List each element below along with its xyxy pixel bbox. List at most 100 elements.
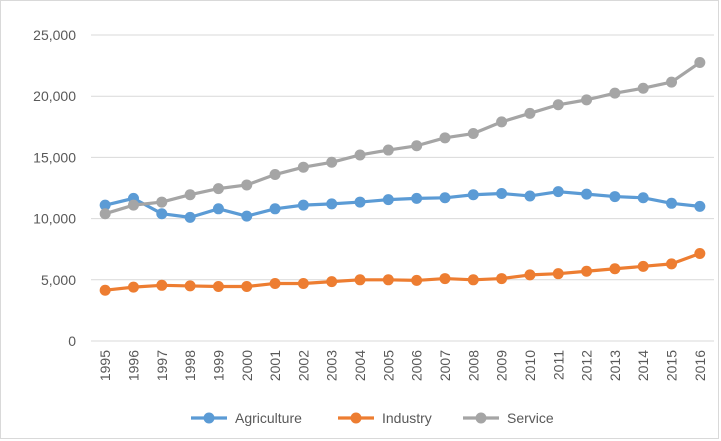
data-point-service-2001 (269, 169, 281, 181)
y-axis-ticks: 0 5,000 10,000 15,000 20,000 25,000 (33, 27, 76, 349)
data-point-agriculture-2002 (297, 199, 309, 211)
legend-item-agriculture: Agriculture (191, 410, 302, 426)
data-point-service-1998 (184, 189, 196, 201)
y-tick-label: 15,000 (33, 149, 76, 165)
series-line-agriculture (103, 190, 702, 219)
data-point-industry-2008 (467, 274, 479, 286)
x-tick-label-1998: 1998 (182, 350, 198, 381)
x-tick-label-2008: 2008 (465, 350, 481, 381)
gridlines (91, 34, 714, 342)
data-point-industry-1998 (184, 280, 196, 292)
legend-label-service: Service (507, 410, 554, 426)
data-point-service-2015 (666, 76, 678, 88)
x-tick-label-2006: 2006 (409, 350, 425, 381)
data-point-agriculture-2016 (694, 200, 706, 212)
legend-label-agriculture: Agriculture (235, 410, 302, 426)
data-point-industry-2014 (637, 260, 649, 272)
data-point-industry-2007 (439, 273, 451, 285)
x-tick-label-2011: 2011 (550, 350, 566, 380)
data-point-industry-2015 (666, 258, 678, 270)
data-point-agriculture-2012 (581, 188, 593, 200)
data-point-industry-1996 (127, 281, 139, 293)
legend-item-industry: Industry (338, 410, 432, 426)
data-point-agriculture-2008 (467, 189, 479, 201)
y-tick-label: 0 (68, 333, 76, 349)
data-point-industry-1997 (156, 279, 168, 291)
data-point-industry-2001 (269, 277, 281, 289)
data-point-agriculture-1998 (184, 211, 196, 223)
legend-item-service: Service (463, 410, 554, 426)
x-tick-label-1995: 1995 (97, 350, 113, 381)
x-tick-label-2004: 2004 (352, 350, 368, 381)
x-tick-label-2001: 2001 (267, 350, 283, 381)
data-point-agriculture-2013 (609, 191, 621, 203)
legend-label-industry: Industry (382, 410, 432, 426)
data-point-industry-2003 (326, 276, 338, 288)
data-point-industry-2000 (241, 281, 253, 293)
data-point-service-2010 (524, 107, 536, 119)
data-point-service-2004 (354, 149, 366, 161)
y-tick-label: 5,000 (41, 272, 76, 288)
legend-swatch-marker-service (475, 412, 487, 424)
x-tick-label-2002: 2002 (295, 350, 311, 381)
data-point-agriculture-2010 (524, 190, 536, 202)
data-point-agriculture-1997 (156, 208, 168, 220)
x-tick-label-2013: 2013 (607, 350, 623, 381)
x-tick-label-2000: 2000 (239, 350, 255, 381)
data-point-service-1999 (212, 183, 224, 195)
data-point-service-2003 (326, 156, 338, 168)
data-point-industry-2004 (354, 274, 366, 286)
data-point-service-2006 (411, 140, 423, 152)
x-tick-label-2007: 2007 (437, 350, 453, 381)
data-point-service-2007 (439, 132, 451, 144)
data-point-service-2009 (496, 116, 508, 128)
data-point-industry-1999 (212, 281, 224, 293)
x-tick-label-2016: 2016 (692, 350, 708, 381)
data-point-industry-2016 (694, 247, 706, 259)
data-point-service-2012 (581, 94, 593, 106)
x-tick-label-2003: 2003 (324, 350, 340, 381)
data-point-agriculture-2015 (666, 197, 678, 209)
x-axis-ticks: 1995 1996 1997 1998 1999 2000 2001 2002 2003 2004… (97, 350, 708, 381)
legend-swatch-marker-agriculture (203, 412, 215, 424)
data-point-service-2011 (552, 99, 564, 111)
data-point-service-2013 (609, 87, 621, 99)
data-point-service-2002 (297, 161, 309, 173)
data-point-service-1997 (156, 196, 168, 208)
data-point-agriculture-2006 (411, 192, 423, 204)
data-point-agriculture-2004 (354, 196, 366, 208)
data-point-industry-2006 (411, 274, 423, 286)
x-tick-label-2014: 2014 (635, 350, 651, 381)
series-line-industry (103, 251, 702, 292)
data-point-industry-2012 (581, 265, 593, 277)
legend-swatch-marker-industry (350, 412, 362, 424)
data-point-service-1995 (99, 208, 111, 220)
data-point-industry-1995 (99, 284, 111, 296)
y-tick-label: 25,000 (33, 27, 76, 43)
x-tick-label-2005: 2005 (380, 350, 396, 381)
x-tick-label-1999: 1999 (210, 350, 226, 381)
data-point-service-2016 (694, 57, 706, 69)
data-point-service-2008 (467, 128, 479, 140)
data-point-service-2014 (637, 82, 649, 94)
legend: Agriculture Industry Service (191, 410, 554, 426)
y-tick-label: 10,000 (33, 211, 76, 227)
data-point-industry-2005 (382, 274, 394, 286)
x-tick-label-2010: 2010 (522, 350, 538, 381)
data-point-agriculture-2005 (382, 194, 394, 206)
data-point-industry-2013 (609, 263, 621, 275)
x-tick-label-2015: 2015 (664, 350, 680, 381)
x-tick-label-1996: 1996 (125, 350, 141, 381)
data-point-agriculture-2001 (269, 203, 281, 215)
series-line-service (103, 60, 702, 216)
data-point-service-1996 (127, 199, 139, 211)
data-point-industry-2011 (552, 268, 564, 280)
data-point-agriculture-2009 (496, 188, 508, 200)
data-point-industry-2009 (496, 273, 508, 285)
data-point-agriculture-1995 (99, 199, 111, 211)
data-point-agriculture-2007 (439, 192, 451, 204)
y-tick-label: 20,000 (33, 88, 76, 104)
data-point-service-2005 (382, 144, 394, 156)
